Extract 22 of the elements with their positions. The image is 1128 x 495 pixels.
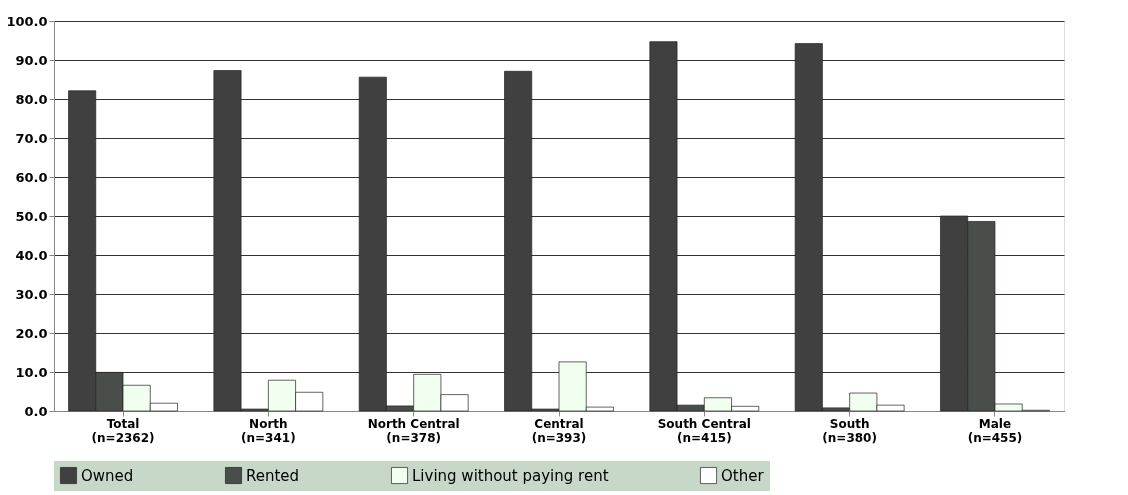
legend-label: Other (721, 466, 765, 485)
x-tick-label: South Central (n=415) (657, 416, 751, 445)
y-tick-label: 100.0 (6, 13, 48, 29)
legend-label: Owned (81, 466, 134, 485)
x-tick-label: North (n=341) (241, 416, 296, 445)
y-tick-label: 20.0 (15, 325, 48, 341)
legend-label: Rented (246, 466, 300, 485)
x-tick-label: North Central (n=378) (367, 416, 460, 445)
y-tick-label: 70.0 (15, 130, 48, 146)
y-tick-label: 10.0 (15, 364, 48, 380)
x-tick-label: Total (n=2362) (91, 416, 155, 445)
y-tick-label: 80.0 (15, 91, 48, 107)
y-tick-label: 0.0 (24, 403, 48, 419)
y-tick-label: 30.0 (15, 286, 48, 302)
legend-label: Living without paying rent (412, 466, 609, 485)
x-tick-label: South (n=380) (822, 416, 877, 445)
y-tick-label: 40.0 (15, 247, 48, 263)
y-tick-label: 90.0 (15, 52, 48, 68)
x-tick-label: Male (n=455) (967, 416, 1023, 445)
y-tick-label: 60.0 (15, 169, 48, 185)
x-tick-label: Central (n=393) (531, 416, 587, 445)
y-tick-label: 50.0 (15, 208, 48, 224)
